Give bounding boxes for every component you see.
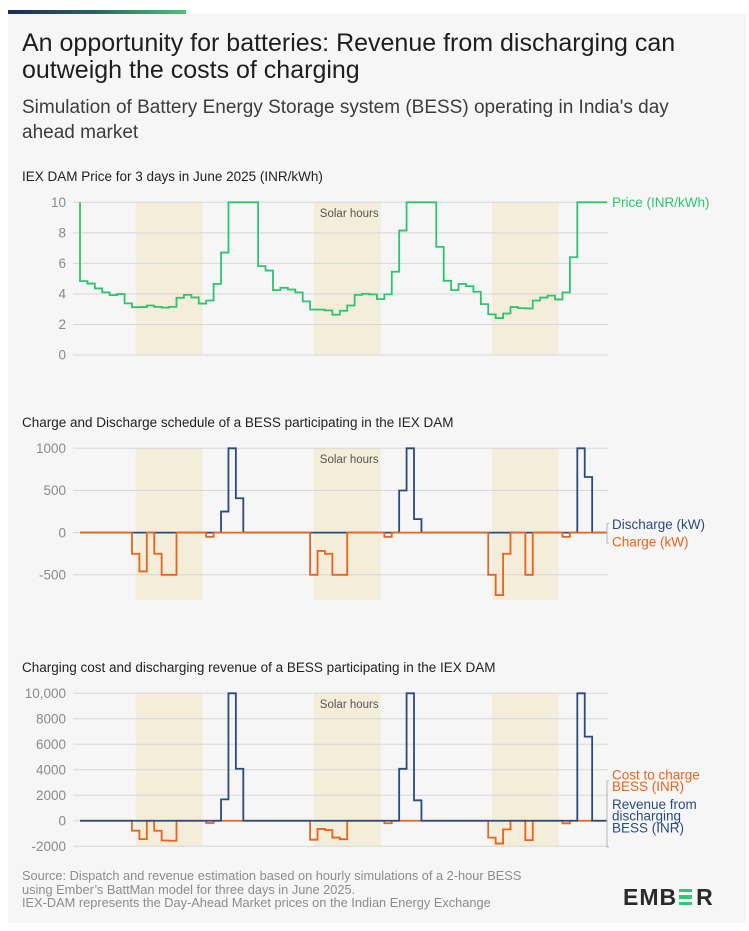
source-line: using Ember’s BattMan model for three da…	[22, 881, 356, 897]
legend-bracket	[606, 523, 609, 544]
y-tick-label: -2000	[31, 839, 66, 854]
solar-hours-label: Solar hours	[320, 208, 379, 220]
legend-bracket	[606, 780, 609, 848]
y-tick-label: 0	[58, 348, 66, 363]
price-line	[79, 201, 607, 319]
logo-bar	[679, 901, 693, 905]
cost-legend-label: Cost to charge	[612, 768, 700, 783]
page-title: An opportunity for batteries: Revenue fr…	[22, 29, 676, 84]
schedule-chart-title: Charge and Discharge schedule of a BESS …	[22, 415, 454, 430]
logo-e-bars-icon	[679, 889, 693, 905]
solar-hours-band	[313, 448, 381, 601]
revenue-legend-label: Revenue from	[612, 797, 697, 812]
source-line: IEX-DAM represents the Day-Ahead Market …	[22, 895, 491, 911]
solar-hours-band	[313, 202, 381, 355]
y-tick-label: 8	[58, 226, 66, 241]
y-tick-label: 1000	[36, 441, 66, 456]
y-tick-label: 10	[51, 195, 66, 210]
y-tick-label: 10,000	[25, 686, 66, 701]
discharge-legend-label: Discharge (kW)	[612, 517, 705, 532]
y-tick-label: 0	[58, 813, 66, 828]
schedule-chart: Solar hours -500 0 500 1000 Discharge (kW) Cha…	[36, 441, 705, 601]
y-tick-label: 500	[43, 483, 66, 498]
solar-hours-band	[491, 202, 559, 355]
revenue-chart: Solar hours -2000 0 2000 4000 6000 8000 10,000 C…	[25, 686, 700, 854]
revenue-legend-label: BESS (INR)	[612, 821, 684, 836]
y-tick-label: 0	[58, 525, 66, 540]
y-tick-label: 4	[58, 287, 66, 302]
page-subtitle: Simulation of Battery Energy Storage sys…	[22, 97, 669, 143]
revenue-legend-label: discharging	[612, 809, 681, 824]
y-tick-label: 6	[58, 256, 66, 271]
price-legend-label: Price (INR/kWh)	[612, 195, 710, 210]
logo-text-left: EMB	[623, 883, 678, 910]
y-tick-label: 2	[58, 317, 66, 332]
y-tick-label: -500	[39, 568, 66, 583]
accent-bar	[8, 10, 186, 14]
logo-text-right: R	[696, 883, 714, 910]
revenue-chart-title: Charging cost and discharging revenue of…	[22, 660, 496, 675]
solar-hours-band	[135, 448, 203, 601]
y-tick-label: 4000	[36, 762, 66, 777]
revenue-line	[80, 692, 607, 822]
ember-logo: EMB R	[623, 883, 714, 910]
solar-hours-band	[491, 448, 559, 601]
solar-hours-label: Solar hours	[320, 699, 379, 711]
price-chart: Solar hours 0 2 4 6 8 10 Price (INR/kWh)	[51, 195, 710, 363]
y-tick-label: 6000	[36, 737, 66, 752]
charge-legend-label: Charge (kW)	[612, 534, 689, 549]
solar-hours-label: Solar hours	[320, 454, 379, 466]
logo-bar	[679, 889, 693, 893]
charge-line	[80, 531, 607, 596]
logo-bar	[679, 895, 693, 899]
source-note: Source: Dispatch and revenue estimation …	[22, 869, 612, 910]
y-tick-label: 8000	[36, 712, 66, 727]
cost-legend-label: BESS (INR)	[612, 779, 684, 794]
price-chart-title: IEX DAM Price for 3 days in June 2025 (I…	[22, 169, 323, 184]
solar-hours-band	[135, 202, 203, 355]
y-tick-label: 2000	[36, 788, 66, 803]
source-line: Source: Dispatch and revenue estimation …	[22, 868, 522, 883]
